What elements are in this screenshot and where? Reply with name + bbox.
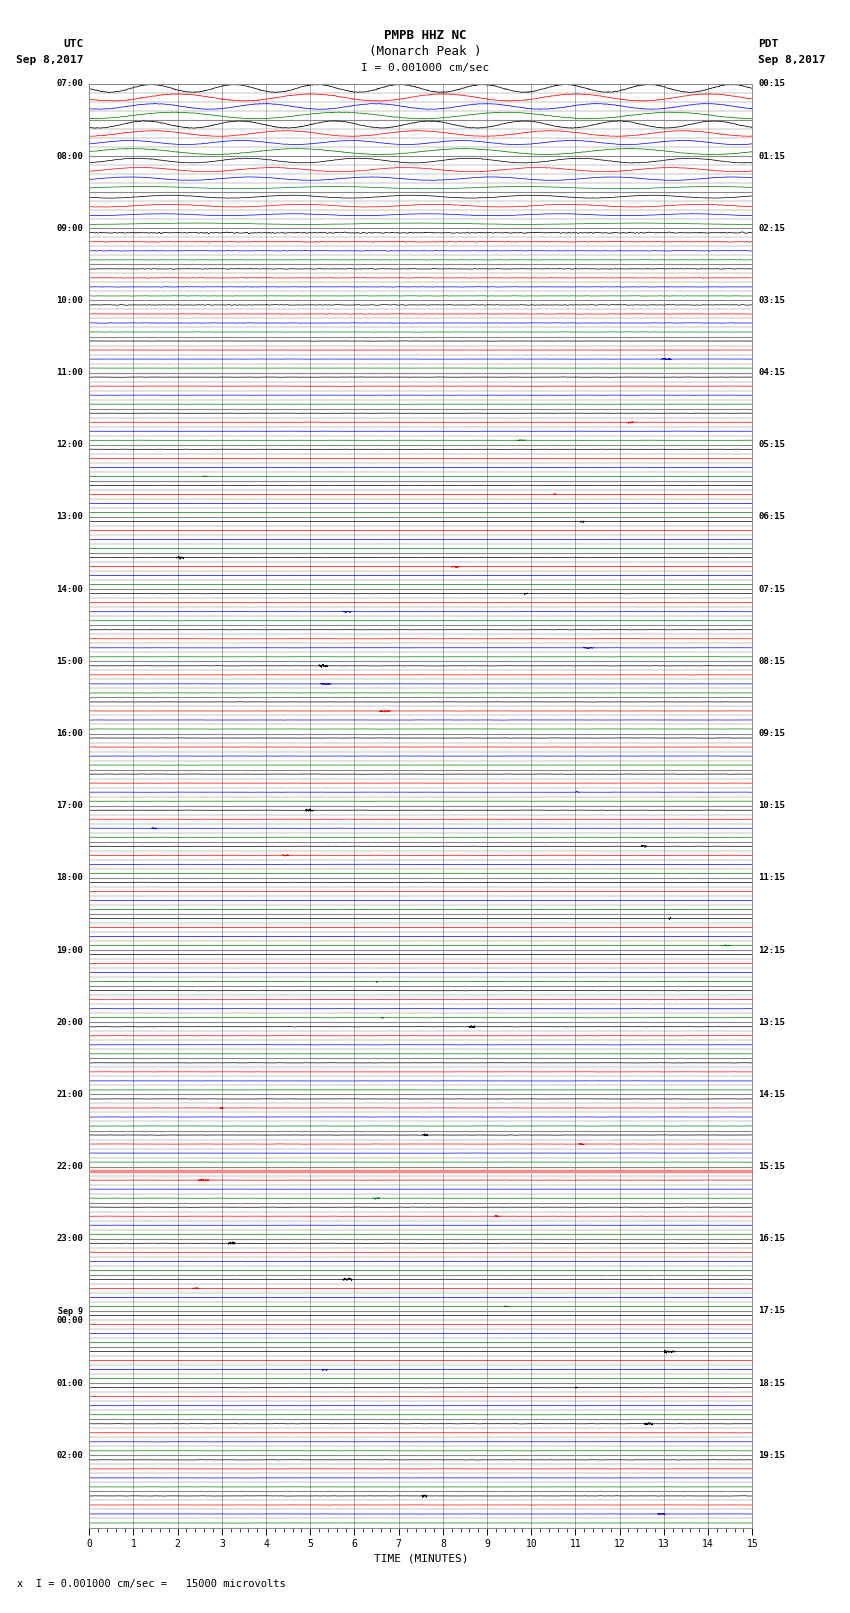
Text: 03:15: 03:15: [758, 295, 785, 305]
Text: 20:00: 20:00: [56, 1018, 83, 1027]
Text: Sep 8,2017: Sep 8,2017: [758, 55, 825, 65]
Text: 13:15: 13:15: [758, 1018, 785, 1027]
Text: 10:00: 10:00: [56, 295, 83, 305]
Text: 05:15: 05:15: [758, 440, 785, 450]
Text: 02:00: 02:00: [56, 1450, 83, 1460]
Text: 18:00: 18:00: [56, 873, 83, 882]
Text: 15:00: 15:00: [56, 656, 83, 666]
Text: 04:15: 04:15: [758, 368, 785, 377]
Text: 19:00: 19:00: [56, 945, 83, 955]
Text: 12:15: 12:15: [758, 945, 785, 955]
Text: 11:00: 11:00: [56, 368, 83, 377]
Text: 09:15: 09:15: [758, 729, 785, 739]
Text: 22:00: 22:00: [56, 1161, 83, 1171]
Text: 16:00: 16:00: [56, 729, 83, 739]
Text: 18:15: 18:15: [758, 1379, 785, 1387]
Text: 11:15: 11:15: [758, 873, 785, 882]
Text: x  I = 0.001000 cm/sec =   15000 microvolts: x I = 0.001000 cm/sec = 15000 microvolts: [17, 1579, 286, 1589]
Text: 00:00: 00:00: [56, 1316, 83, 1324]
Text: 07:15: 07:15: [758, 584, 785, 594]
Text: 16:15: 16:15: [758, 1234, 785, 1244]
Text: (Monarch Peak ): (Monarch Peak ): [369, 45, 481, 58]
Text: 01:15: 01:15: [758, 152, 785, 161]
Text: 08:00: 08:00: [56, 152, 83, 161]
Text: UTC: UTC: [63, 39, 83, 48]
Text: 07:00: 07:00: [56, 79, 83, 89]
Text: Sep 9: Sep 9: [59, 1307, 83, 1316]
Text: 15:15: 15:15: [758, 1161, 785, 1171]
Text: 14:00: 14:00: [56, 584, 83, 594]
Text: 10:15: 10:15: [758, 802, 785, 810]
X-axis label: TIME (MINUTES): TIME (MINUTES): [373, 1553, 468, 1563]
Text: 17:00: 17:00: [56, 802, 83, 810]
Text: I = 0.001000 cm/sec: I = 0.001000 cm/sec: [361, 63, 489, 73]
Text: 21:00: 21:00: [56, 1090, 83, 1098]
Text: 12:00: 12:00: [56, 440, 83, 450]
Text: 01:00: 01:00: [56, 1379, 83, 1387]
Text: 13:00: 13:00: [56, 513, 83, 521]
Text: 09:00: 09:00: [56, 224, 83, 232]
Text: 00:15: 00:15: [758, 79, 785, 89]
Text: PDT: PDT: [758, 39, 779, 48]
Text: Sep 8,2017: Sep 8,2017: [16, 55, 83, 65]
Text: 23:00: 23:00: [56, 1234, 83, 1244]
Text: 06:15: 06:15: [758, 513, 785, 521]
Text: PMPB HHZ NC: PMPB HHZ NC: [383, 29, 467, 42]
Text: 19:15: 19:15: [758, 1450, 785, 1460]
Text: 08:15: 08:15: [758, 656, 785, 666]
Text: 02:15: 02:15: [758, 224, 785, 232]
Text: 17:15: 17:15: [758, 1307, 785, 1316]
Text: 14:15: 14:15: [758, 1090, 785, 1098]
